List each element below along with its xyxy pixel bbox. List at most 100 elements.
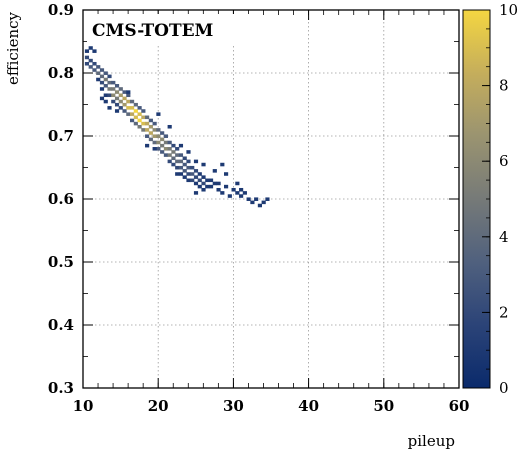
heatmap-cell [118,99,123,104]
heatmap-cell [178,153,184,157]
colorbar-tick-label: 4 [499,228,509,246]
heatmap-cell [167,147,172,151]
heatmap-cell [178,159,184,164]
heatmap-cell [193,159,199,164]
chart-title: CMS-TOTEM [92,21,214,41]
heatmap-cell [175,153,180,157]
x-tick-label: 20 [148,397,169,415]
grid-lines [83,10,459,388]
heatmap-cell [122,90,127,94]
heatmap-cell [96,71,101,75]
heatmap-cell [107,74,112,79]
heatmap-cell [163,134,168,138]
heatmap-cell [156,112,161,116]
heatmap-cell [133,109,138,113]
heatmap-cell [137,106,142,110]
colorbar-ticks [482,9,490,389]
colorbar-tick-labels: 0 2 4 6 8 10 [499,1,518,397]
heatmap-cell [156,128,161,132]
y-tick-label: 0.9 [48,1,74,19]
heatmap-cell [224,184,229,189]
heatmap-cell [197,172,202,176]
heatmap-cell [208,178,214,183]
heatmap-cell [239,187,244,192]
heatmap-cell [152,147,157,151]
heatmap-cell [137,124,142,129]
heatmap-cell [171,162,176,167]
heatmap-cell [160,137,165,142]
y-tick-label: 0.5 [48,253,74,271]
heatmap-cell [103,99,108,104]
heatmap-cell [103,93,108,98]
heatmap-cell [103,77,108,82]
heatmap-cell [186,150,191,154]
heatmap-cell [254,197,259,201]
heatmap-cell [257,203,262,208]
heatmap-cell [92,49,97,53]
heatmap-cell [137,112,142,116]
heatmap-cell [201,162,206,167]
heatmap-cell [122,96,127,101]
heatmap-cell [148,137,153,142]
heatmap-cell [92,68,97,72]
heatmap-cell [118,87,123,91]
heatmap-cell [182,169,187,173]
y-tick-label: 0.4 [48,316,74,334]
colorbar-tick-label: 6 [499,152,509,170]
heatmap-cell [148,118,153,123]
heatmap-cell [96,77,101,82]
heatmap-cell [145,128,150,132]
heatmap-cell [235,191,240,195]
colorbar-tick-label: 8 [499,77,509,95]
heatmap-cell [175,165,180,170]
heatmap-cell [111,87,116,91]
heatmap-cell [152,128,157,132]
heatmap-cell [171,143,176,148]
x-tick-label: 10 [73,397,94,415]
axis-ticks [82,9,460,389]
heatmap-cell [88,46,93,50]
heatmap-cell [193,169,199,173]
heatmap-cell [137,118,142,123]
x-tick-label: 60 [449,397,470,415]
heatmap-cell [205,178,210,183]
colorbar-tick-label: 2 [499,303,509,321]
heatmap-cell [126,93,131,98]
heatmap-cell [178,172,184,176]
heatmap-cell [250,200,255,205]
heatmap-cell [103,84,108,88]
heatmap-cell [133,115,138,120]
heatmap-cell [99,96,105,101]
colorbar-tick-label: 10 [499,1,518,19]
heatmap-cell [126,112,131,116]
heatmap-cell [242,191,247,195]
heatmap-cell [114,90,120,94]
heatmap-cell [133,102,138,107]
heatmap-cell [107,106,112,110]
heatmap-cell [148,131,153,135]
heatmap-cell [186,172,191,176]
heatmap-cell [186,165,191,170]
heatmap-cell [107,80,112,85]
heatmap-cell [141,128,146,132]
heatmap-cell [182,175,187,179]
y-tick-label: 0.3 [48,379,74,397]
heatmap-cell [114,102,120,107]
heatmap-cell [160,131,165,135]
x-tick-labels: 10 20 30 40 50 60 [73,397,470,415]
colorbar-tick-label: 0 [499,379,509,397]
heatmap-cell [201,187,206,192]
heatmap-cell [197,184,202,189]
heatmap-cell [167,140,172,145]
heatmap-cell [118,106,123,110]
heatmap-cell [201,175,206,179]
heatmap-cell [111,80,116,85]
heatmap-cell [224,172,229,176]
heatmap-cell [171,150,176,154]
heatmap-cell [152,134,157,138]
heatmap-cell [212,181,217,186]
heatmap-cell [130,106,135,110]
heatmap-cell [126,90,131,94]
heatmap-cell [178,165,184,170]
